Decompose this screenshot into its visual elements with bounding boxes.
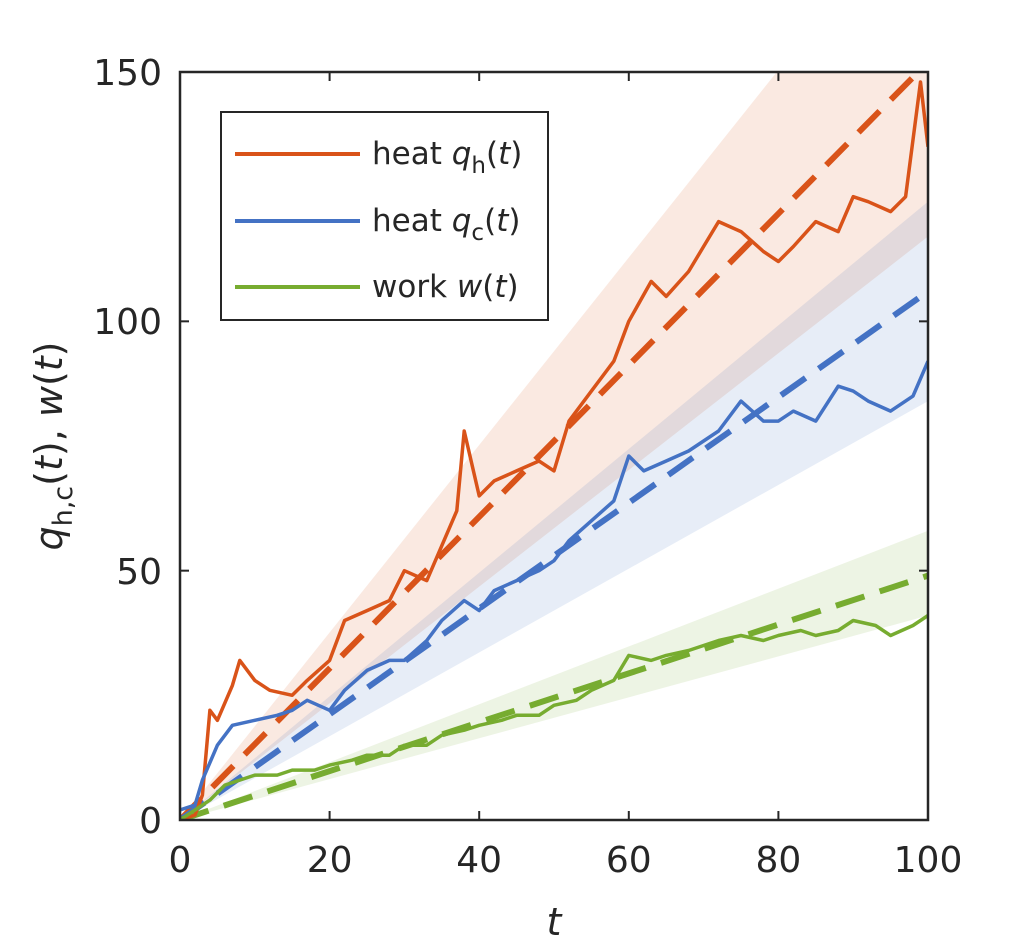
trace-work-w-t [180, 614, 928, 820]
band-heat-q-h-t [180, 72, 928, 820]
mean-trend-lines [180, 72, 928, 820]
y-tick-labels: 0 50 100 150 [93, 53, 162, 842]
legend-label-heat-qh: heat qh(t) [372, 136, 522, 179]
x-tick-label: 40 [456, 840, 502, 881]
trace-heat-q-c-t [180, 360, 928, 812]
x-tick-labels: 0 20 40 60 80 100 [169, 840, 963, 881]
trace-heat-q-h-t [180, 80, 928, 820]
y-tick-label: 100 [93, 302, 162, 343]
band-work-w-t [180, 530, 928, 820]
axis-ticks [179, 71, 929, 821]
mean-line-heat-q-h-t [180, 72, 923, 820]
legend-label-work-w: work w(t) [372, 269, 519, 305]
y-tick-label: 0 [139, 801, 162, 842]
x-axis-label: t [547, 900, 564, 944]
y-tick-label: 50 [116, 552, 162, 593]
y-tick-label: 150 [93, 53, 162, 94]
x-tick-label: 0 [169, 840, 192, 881]
band-heat-q-c-t [180, 201, 928, 820]
confidence-bands [180, 72, 928, 820]
x-tick-label: 60 [606, 840, 652, 881]
y-axis-label: qh,c(t), w(t) [27, 341, 79, 550]
x-tick-label: 20 [307, 840, 353, 881]
legend: heat qh(t) heat qc(t) work w(t) [220, 111, 549, 321]
plot-area-frame [178, 70, 930, 822]
data-series-traces [180, 80, 928, 820]
x-tick-label: 80 [755, 840, 801, 881]
x-tick-label: 100 [894, 840, 963, 881]
mean-line-heat-q-c-t [180, 288, 928, 820]
legend-label-heat-qc: heat qc(t) [372, 203, 520, 246]
mean-line-work-w-t [180, 572, 928, 820]
